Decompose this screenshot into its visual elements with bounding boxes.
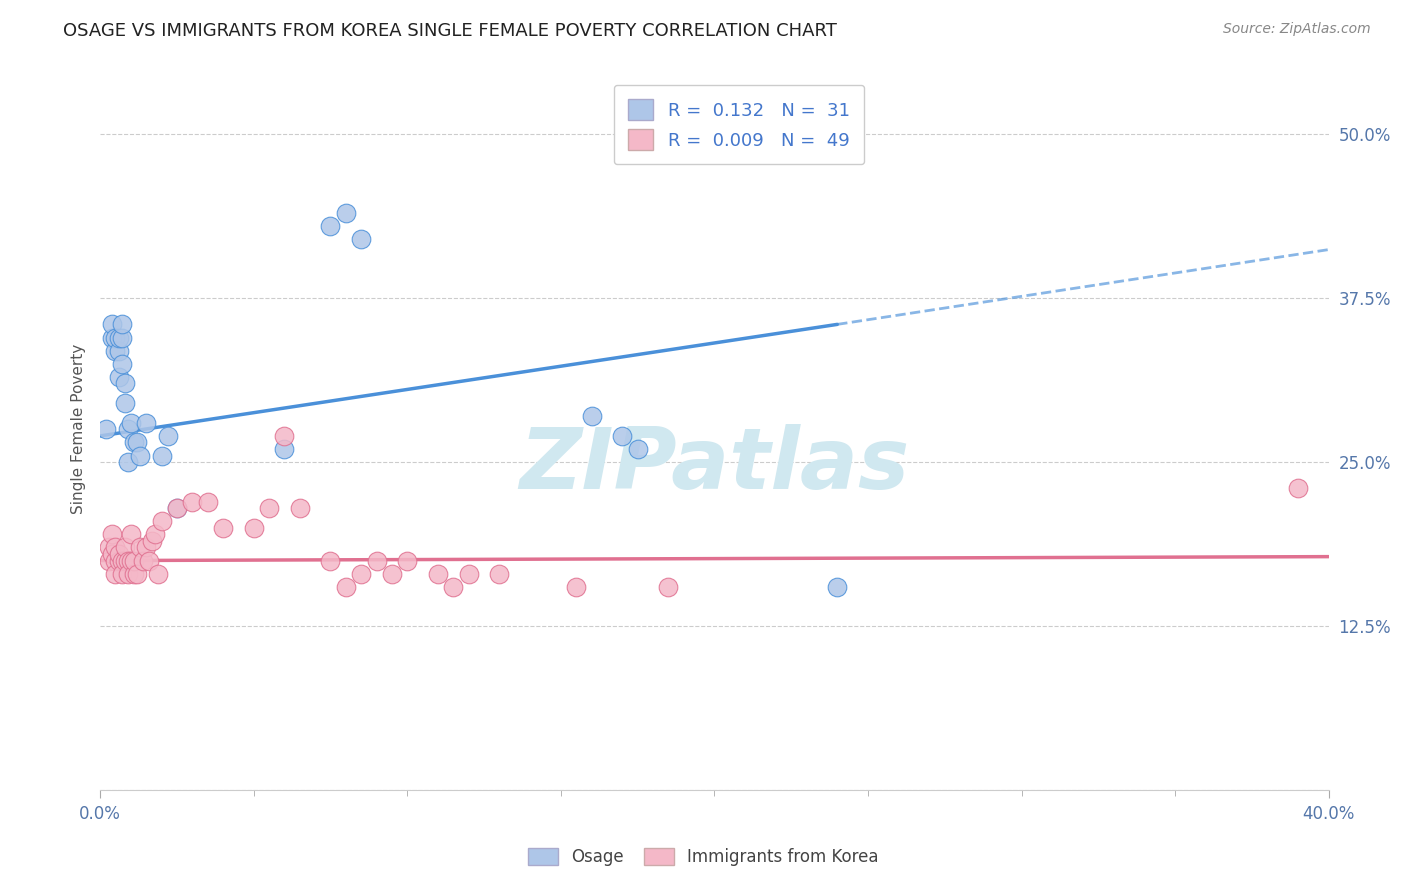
Point (319, 219, 342, 233)
Point (626, 442, 648, 456)
Point (107, 343, 129, 358)
Point (101, 318, 124, 332)
Point (107, 547, 129, 561)
Y-axis label: Single Female Poverty: Single Female Poverty (72, 344, 86, 515)
Point (101, 330, 124, 344)
Text: Source: ZipAtlas.com: Source: ZipAtlas.com (1223, 22, 1371, 37)
Point (111, 357, 134, 371)
Point (181, 494, 204, 508)
Point (612, 429, 634, 443)
Point (366, 553, 388, 567)
Point (166, 501, 188, 516)
Text: ZIPatlas: ZIPatlas (519, 424, 910, 507)
Point (120, 527, 142, 541)
Point (150, 449, 173, 463)
Point (117, 455, 139, 469)
Point (257, 501, 280, 516)
Point (114, 376, 136, 391)
Point (145, 527, 167, 541)
Point (125, 435, 148, 450)
Point (427, 566, 450, 581)
Point (197, 494, 219, 508)
Point (273, 442, 295, 456)
Point (117, 422, 139, 436)
Point (104, 541, 127, 555)
Point (242, 521, 264, 535)
Point (114, 541, 136, 555)
Point (273, 429, 295, 443)
Point (104, 566, 127, 581)
Point (166, 501, 188, 516)
Point (132, 553, 155, 567)
Point (350, 566, 373, 581)
Point (135, 416, 157, 430)
Point (441, 580, 464, 594)
Point (288, 501, 311, 516)
Point (114, 553, 136, 567)
Point (104, 343, 127, 358)
Point (381, 566, 404, 581)
Point (150, 514, 173, 528)
Point (101, 527, 124, 541)
Point (135, 541, 157, 555)
Point (335, 580, 357, 594)
Point (111, 318, 134, 332)
Point (107, 370, 129, 384)
Point (581, 409, 603, 424)
Point (825, 580, 848, 594)
Point (122, 566, 145, 581)
Point (457, 566, 479, 581)
Point (107, 553, 129, 567)
Point (96, 422, 118, 436)
Point (114, 396, 136, 410)
Point (657, 580, 679, 594)
Point (98, 553, 121, 567)
Point (396, 553, 419, 567)
Point (111, 566, 134, 581)
Legend: Osage, Immigrants from Korea: Osage, Immigrants from Korea (522, 841, 884, 873)
Point (120, 416, 142, 430)
Point (101, 547, 124, 561)
Point (141, 533, 163, 548)
Point (488, 566, 510, 581)
Point (104, 330, 127, 344)
Point (98, 541, 121, 555)
Point (120, 553, 142, 567)
Point (129, 541, 152, 555)
Point (122, 435, 145, 450)
Point (117, 566, 139, 581)
Point (1286, 482, 1309, 496)
Point (212, 521, 235, 535)
Point (565, 580, 588, 594)
Point (104, 553, 127, 567)
Point (107, 330, 129, 344)
Point (138, 553, 160, 567)
Point (129, 449, 152, 463)
Point (117, 553, 139, 567)
Point (319, 553, 342, 567)
Point (122, 553, 145, 567)
Point (111, 330, 134, 344)
Point (350, 232, 373, 246)
Point (156, 429, 179, 443)
Point (335, 206, 357, 220)
Text: OSAGE VS IMMIGRANTS FROM KOREA SINGLE FEMALE POVERTY CORRELATION CHART: OSAGE VS IMMIGRANTS FROM KOREA SINGLE FE… (63, 22, 837, 40)
Legend: R =  0.132   N =  31, R =  0.009   N =  49: R = 0.132 N = 31, R = 0.009 N = 49 (613, 85, 865, 164)
Point (111, 553, 134, 567)
Point (125, 566, 148, 581)
Point (148, 566, 170, 581)
